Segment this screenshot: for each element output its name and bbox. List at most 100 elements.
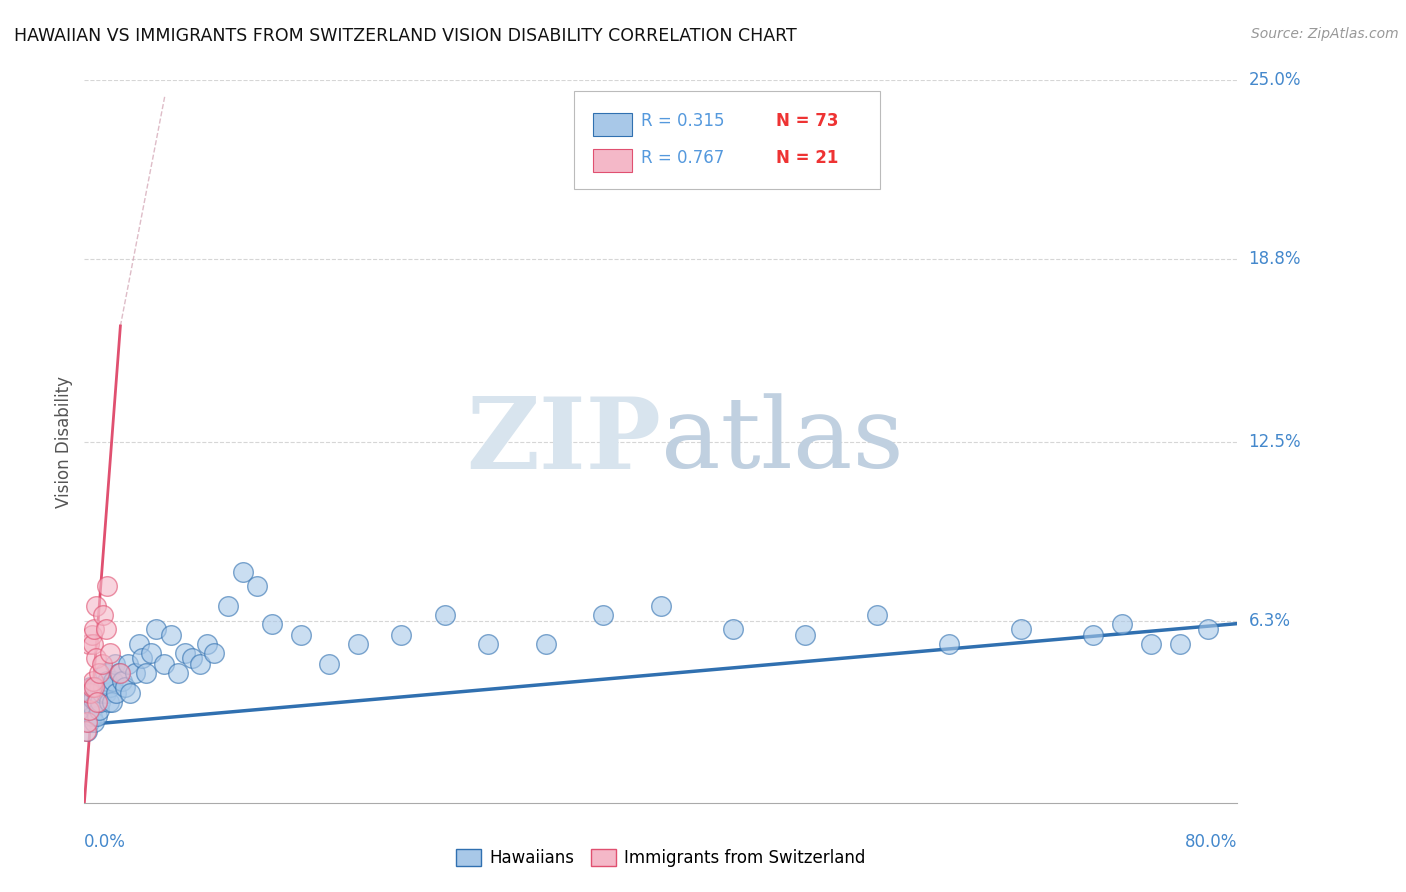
Point: [76, 695, 98, 709]
Point: [80, 686, 103, 700]
Point: [82, 700, 104, 714]
Text: 0.0%: 0.0%: [84, 833, 127, 851]
Point: [195, 637, 218, 651]
Point: [1111, 616, 1133, 631]
Point: [87, 680, 110, 694]
Point: [84, 680, 107, 694]
Point: [318, 657, 340, 671]
Text: 80.0%: 80.0%: [1185, 833, 1237, 851]
Point: [86, 695, 108, 709]
Point: [84, 695, 107, 709]
Point: [1198, 623, 1220, 637]
Point: [98, 680, 121, 694]
Point: [80, 680, 103, 694]
Point: [97, 695, 120, 709]
Legend: Hawaiians, Immigrants from Switzerland: Hawaiians, Immigrants from Switzerland: [450, 842, 872, 874]
Point: [181, 651, 204, 665]
Point: [83, 680, 105, 694]
Point: [75, 709, 97, 723]
Point: [1083, 628, 1105, 642]
Point: [94, 623, 117, 637]
Point: [246, 579, 269, 593]
Point: [84, 599, 107, 614]
Point: [105, 686, 128, 700]
Y-axis label: Vision Disability: Vision Disability: [55, 376, 73, 508]
Text: atlas: atlas: [661, 393, 904, 490]
Point: [89, 695, 111, 709]
Point: [93, 665, 115, 680]
Point: [86, 709, 108, 723]
Point: [117, 657, 139, 671]
Point: [77, 714, 100, 729]
Point: [650, 599, 672, 614]
Point: [90, 686, 112, 700]
Point: [477, 637, 499, 651]
Point: [100, 695, 122, 709]
Point: [120, 686, 142, 700]
Point: [232, 565, 254, 579]
Point: [77, 703, 100, 717]
Text: 25.0%: 25.0%: [1249, 71, 1301, 89]
Point: [202, 646, 225, 660]
Point: [96, 579, 118, 593]
Point: [77, 686, 100, 700]
Point: [160, 628, 183, 642]
Text: 12.5%: 12.5%: [1249, 433, 1301, 450]
FancyBboxPatch shape: [593, 112, 633, 136]
FancyBboxPatch shape: [575, 91, 880, 189]
Point: [94, 686, 117, 700]
Point: [76, 723, 98, 738]
Point: [76, 714, 98, 729]
Text: N = 73: N = 73: [776, 112, 838, 130]
Point: [80, 709, 103, 723]
Point: [433, 607, 456, 622]
Point: [131, 651, 153, 665]
Point: [80, 628, 103, 642]
Point: [124, 665, 146, 680]
Point: [83, 680, 105, 694]
Point: [108, 665, 131, 680]
Point: [1168, 637, 1191, 651]
Point: [111, 674, 134, 689]
Point: [98, 646, 121, 660]
Point: [534, 637, 557, 651]
Point: [128, 637, 150, 651]
Point: [84, 651, 107, 665]
Point: [79, 686, 101, 700]
Point: [82, 674, 104, 689]
Point: [110, 665, 132, 680]
Point: [188, 657, 211, 671]
Point: [83, 623, 105, 637]
Text: 6.3%: 6.3%: [1249, 612, 1291, 630]
Text: ZIP: ZIP: [465, 393, 661, 490]
Point: [91, 680, 114, 694]
Point: [83, 714, 105, 729]
Point: [721, 623, 744, 637]
Point: [145, 623, 167, 637]
Point: [794, 628, 817, 642]
Point: [103, 674, 124, 689]
Point: [866, 607, 889, 622]
Point: [87, 665, 110, 680]
Point: [91, 607, 114, 622]
Point: [96, 674, 118, 689]
Text: R = 0.315: R = 0.315: [641, 112, 724, 130]
Point: [1010, 623, 1032, 637]
Text: Source: ZipAtlas.com: Source: ZipAtlas.com: [1251, 27, 1399, 41]
Point: [174, 646, 197, 660]
Point: [218, 599, 240, 614]
Point: [75, 723, 97, 738]
Point: [347, 637, 370, 651]
Point: [391, 628, 413, 642]
Point: [290, 628, 312, 642]
Text: R = 0.767: R = 0.767: [641, 149, 724, 167]
Point: [82, 691, 104, 706]
Point: [152, 657, 174, 671]
Text: 18.8%: 18.8%: [1249, 251, 1301, 268]
Point: [86, 686, 108, 700]
Point: [90, 657, 112, 671]
Point: [79, 680, 101, 694]
Text: HAWAIIAN VS IMMIGRANTS FROM SWITZERLAND VISION DISABILITY CORRELATION CHART: HAWAIIAN VS IMMIGRANTS FROM SWITZERLAND …: [14, 27, 797, 45]
Point: [114, 680, 136, 694]
Point: [167, 665, 190, 680]
